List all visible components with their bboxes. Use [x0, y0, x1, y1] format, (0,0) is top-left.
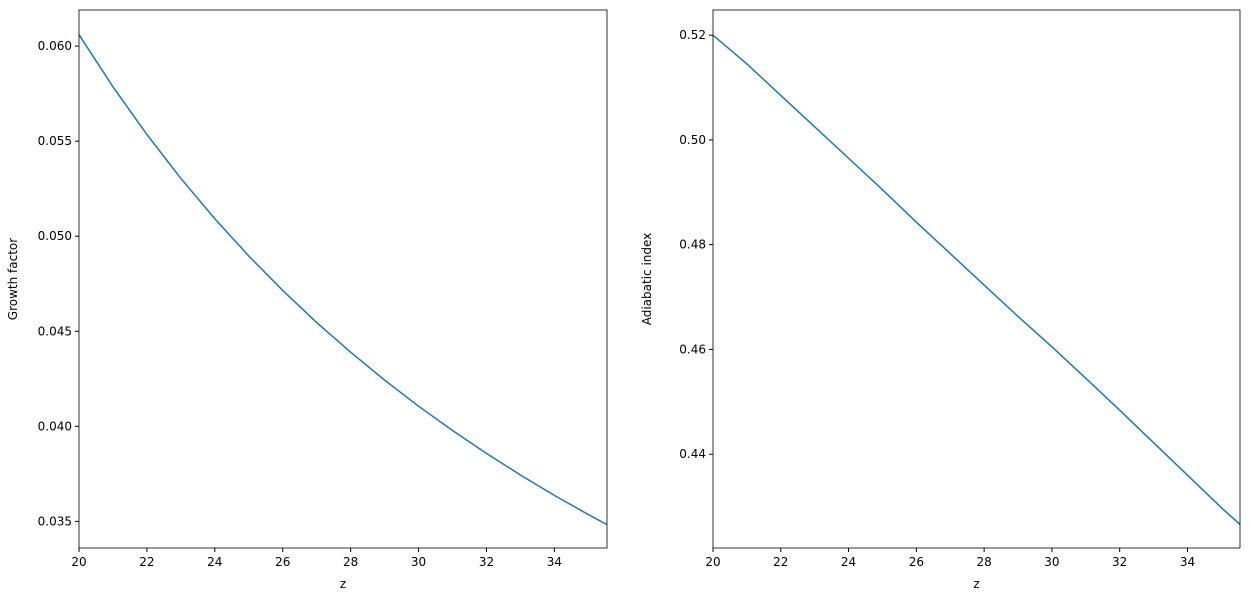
y-tick-label: 0.045 [38, 324, 72, 338]
y-tick-label: 0.060 [38, 39, 72, 53]
x-tick-label: 26 [909, 555, 924, 569]
y-tick-label: 0.035 [38, 514, 72, 528]
y-tick-label: 0.52 [679, 28, 706, 42]
y-tick-label: 0.50 [679, 133, 706, 147]
y-tick-label: 0.44 [679, 447, 706, 461]
x-tick-label: 32 [1112, 555, 1127, 569]
x-tick-label: 34 [547, 555, 562, 569]
x-tick-label: 24 [207, 555, 222, 569]
x-tick-label: 20 [705, 555, 720, 569]
x-tick-label: 30 [411, 555, 426, 569]
x-tick-label: 20 [71, 555, 86, 569]
x-tick-label: 30 [1044, 555, 1059, 569]
y-tick-label: 0.040 [38, 419, 72, 433]
x-axis-label: z [973, 577, 979, 591]
y-tick-label: 0.055 [38, 134, 72, 148]
x-tick-label: 24 [841, 555, 856, 569]
y-tick-label: 0.48 [679, 238, 706, 252]
x-tick-label: 22 [773, 555, 788, 569]
x-axis-label: z [340, 577, 346, 591]
line [79, 34, 607, 526]
y-tick-label: 0.050 [38, 229, 72, 243]
x-tick-label: 26 [275, 555, 290, 569]
y-axis-label: Growth factor [6, 238, 20, 320]
line [713, 34, 1240, 525]
y-tick-label: 0.46 [679, 342, 706, 356]
y-axis-label: Adiabatic index [640, 233, 654, 326]
x-tick-label: 22 [139, 555, 154, 569]
plot-frame [78, 9, 608, 549]
x-tick-label: 34 [1180, 555, 1195, 569]
x-tick-label: 32 [479, 555, 494, 569]
plot-frame [712, 9, 1241, 549]
x-tick-label: 28 [976, 555, 991, 569]
x-tick-label: 28 [343, 555, 358, 569]
